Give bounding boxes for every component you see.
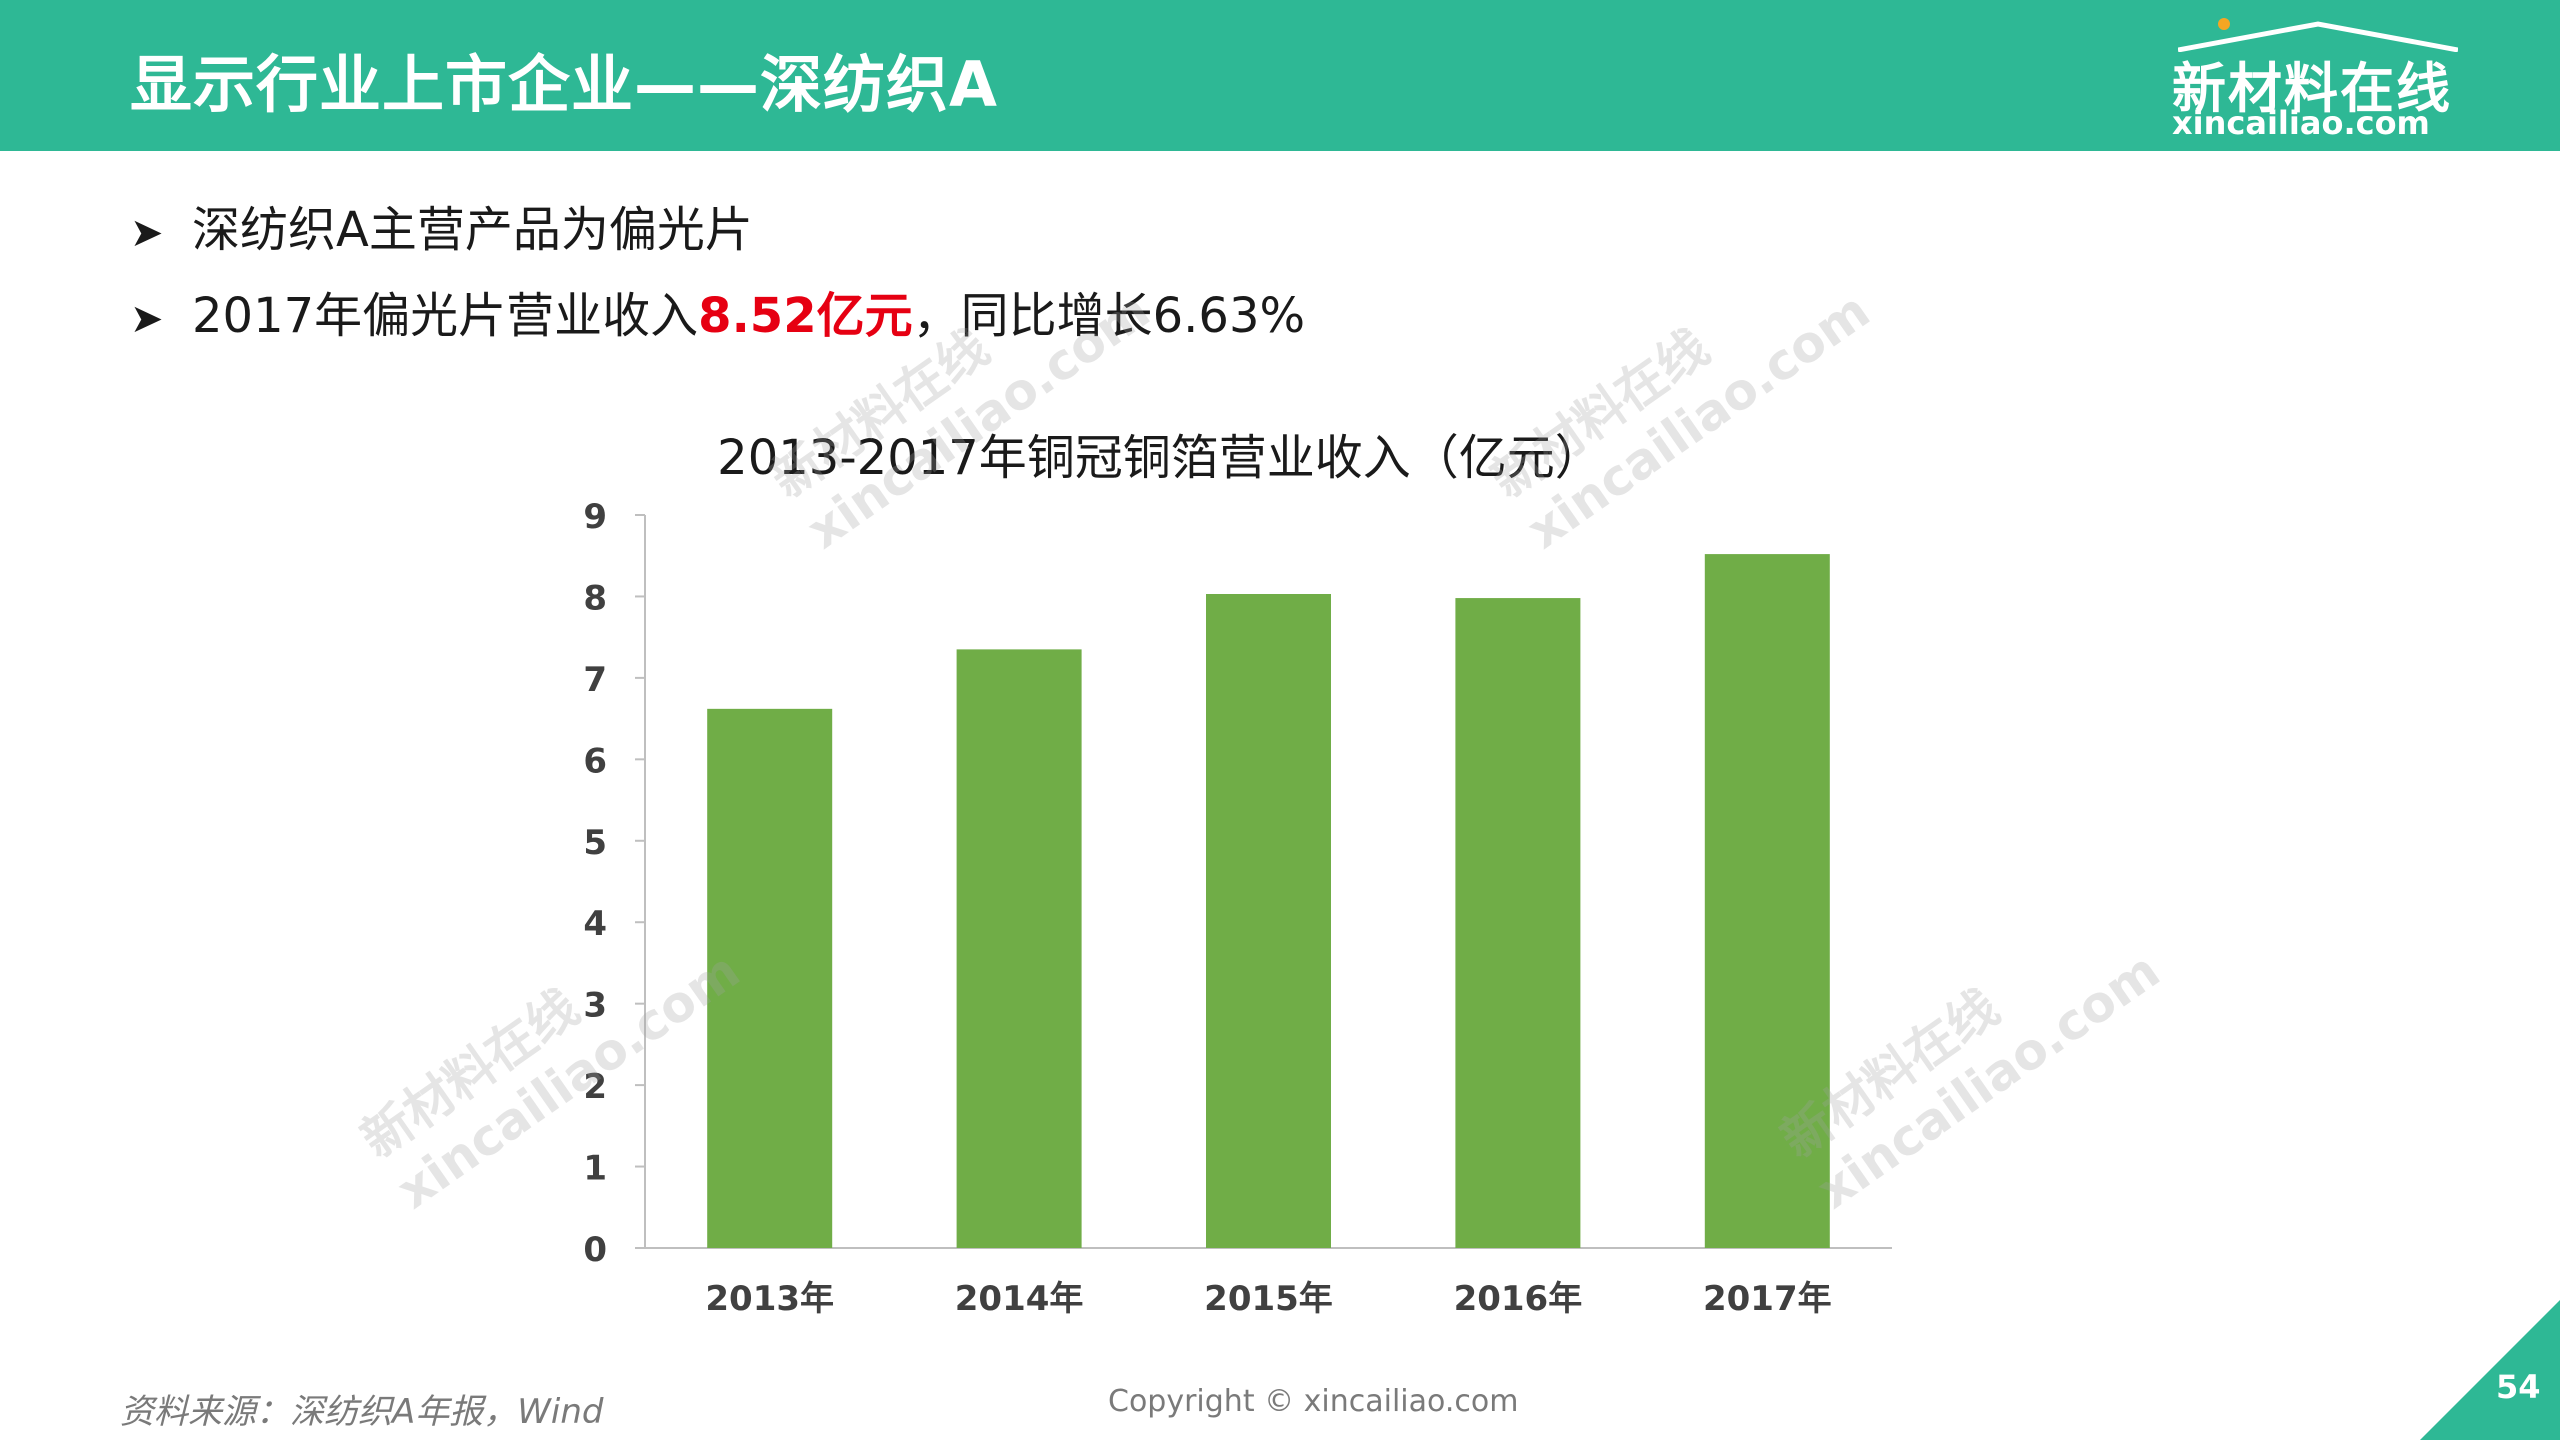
header-bar: 显示行业上市企业——深纺织A 新材料在线 xincailiao.com xyxy=(0,0,2560,151)
bullet-item: ➤ 2017年偏光片营业收入8.52亿元，同比增长6.63% xyxy=(130,276,1305,362)
page-number: 54 xyxy=(2496,1368,2541,1406)
y-tick-label: 9 xyxy=(583,497,607,537)
x-tick-label: 2016年 xyxy=(1454,1279,1583,1319)
bullet-text: 2017年偏光片营业收入 xyxy=(192,288,699,344)
chart-title: 2013-2017年铜冠铜箔营业收入（亿元） xyxy=(717,430,1603,486)
bar xyxy=(1704,554,1830,1248)
bullet-text: 深纺织A主营产品为偏光片 xyxy=(192,202,753,258)
bullet-highlight-value: 8.52亿元 xyxy=(698,288,913,344)
y-tick-label: 6 xyxy=(583,741,607,781)
x-axis-labels: 2013年 2014年 2015年 2016年 2017年 xyxy=(705,1279,1831,1319)
y-tick-label: 0 xyxy=(583,1230,607,1270)
bullet-text: ，同比增长6.63% xyxy=(912,288,1306,344)
page-title: 显示行业上市企业——深纺织A xyxy=(130,48,998,121)
y-tick-label: 4 xyxy=(583,904,607,944)
bullet-list: ➤ 深纺织A主营产品为偏光片 ➤ 2017年偏光片营业收入8.52亿元，同比增长6.… xyxy=(130,190,1305,362)
y-tick-label: 2 xyxy=(583,1067,607,1107)
x-tick-label: 2013年 xyxy=(705,1279,834,1319)
page-corner-triangle xyxy=(2420,1300,2560,1440)
logo-roof-icon xyxy=(2178,18,2458,52)
logo-chinese-text: 新材料在线 xyxy=(2172,57,2452,120)
y-tick-label: 5 xyxy=(583,823,607,863)
y-tick-label: 1 xyxy=(583,1149,607,1189)
bullet-arrow-icon: ➤ xyxy=(130,296,164,342)
bars xyxy=(707,554,1830,1248)
bullet-item: ➤ 深纺织A主营产品为偏光片 xyxy=(130,190,1305,276)
bullet-arrow-icon: ➤ xyxy=(130,210,164,256)
copyright-text: Copyright © xincailiao.com xyxy=(1108,1384,1519,1419)
bar xyxy=(1455,598,1581,1248)
bar xyxy=(707,708,833,1248)
bar xyxy=(1206,594,1331,1248)
y-tick-label: 8 xyxy=(583,578,607,618)
bar xyxy=(956,649,1082,1248)
x-tick-label: 2015年 xyxy=(1204,1279,1333,1319)
source-note: 资料来源：深纺织A年报，Wind xyxy=(120,1392,604,1432)
y-tick-label: 7 xyxy=(583,660,607,700)
y-tick-label: 3 xyxy=(583,986,607,1026)
x-tick-label: 2014年 xyxy=(955,1279,1084,1319)
logo-domain-text: xincailiao.com xyxy=(2172,104,2430,142)
x-tick-label: 2017年 xyxy=(1703,1279,1832,1319)
brand-logo: 新材料在线 xincailiao.com xyxy=(2150,18,2470,142)
